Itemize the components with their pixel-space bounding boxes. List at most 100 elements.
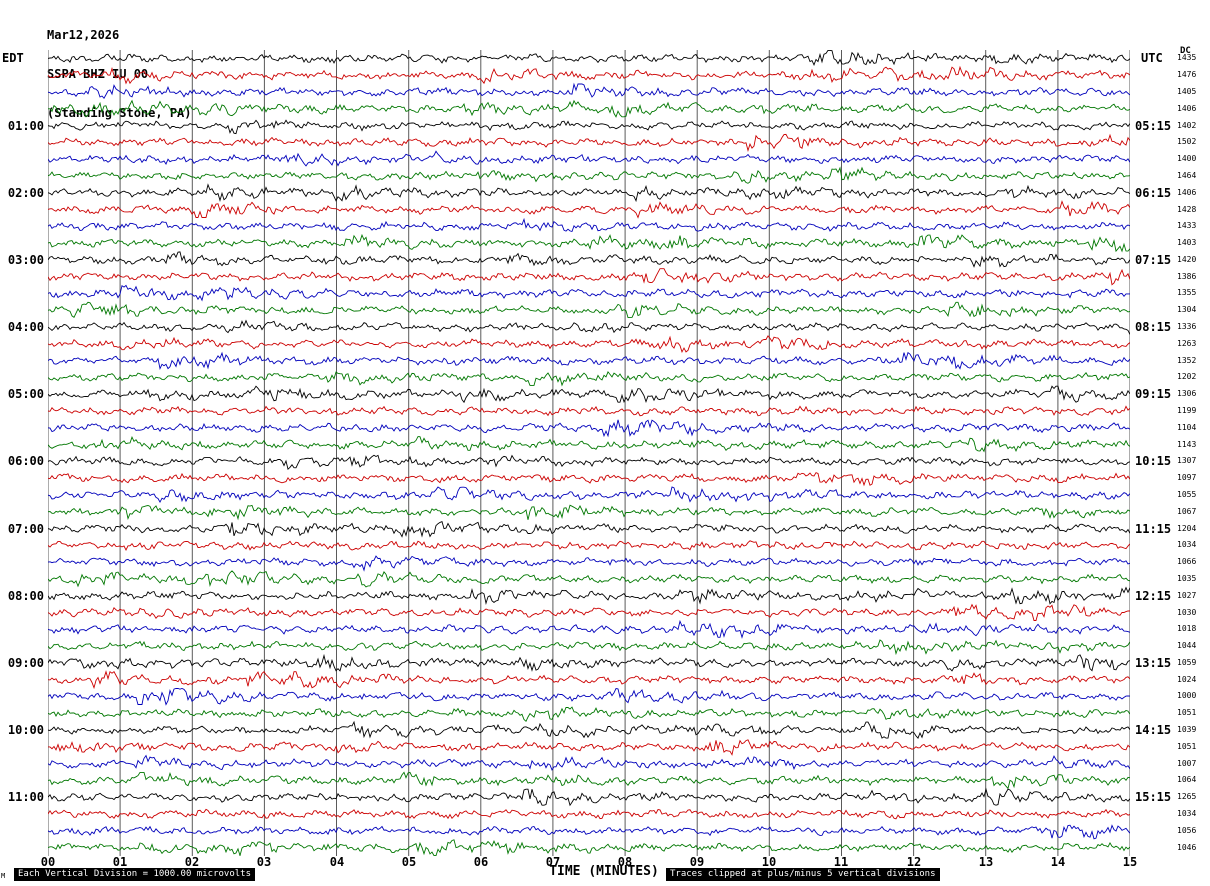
x-tick-label: 00: [40, 855, 56, 869]
trace-row: [48, 351, 1130, 371]
x-tick-label: 14: [1050, 855, 1066, 869]
helicorder-plot: [48, 50, 1130, 856]
trace-row: [48, 586, 1130, 605]
dc-offset-value: 1067: [1177, 507, 1197, 516]
dc-offset-value: 1066: [1177, 557, 1197, 566]
trace-row: [48, 570, 1130, 588]
edt-hour-label: 08:00: [7, 589, 44, 603]
trace-row: [48, 371, 1130, 387]
dc-offset-value: 1051: [1177, 742, 1197, 751]
utc-hour-label: 07:15: [1135, 253, 1172, 267]
dc-offset-value: 1265: [1177, 792, 1197, 801]
trace-row: [48, 319, 1130, 335]
dc-offset-value: 1304: [1177, 305, 1197, 314]
trace-row: [48, 720, 1130, 739]
x-tick-label: 03: [256, 855, 272, 869]
trace-row: [48, 540, 1130, 552]
x-axis-title: TIME (MINUTES): [549, 864, 659, 879]
dc-offset-value: 1386: [1177, 272, 1197, 281]
utc-hour-label: 15:15: [1135, 790, 1172, 804]
x-tick-label: 07: [545, 855, 561, 869]
dc-offset-value: 1428: [1177, 205, 1197, 214]
vertical-division-note: Each Vertical Division = 1000.00 microvo…: [14, 868, 255, 881]
left-axis-label: EDT: [2, 51, 24, 65]
trace-row: [48, 50, 1130, 66]
trace-row: [48, 200, 1130, 219]
trace-row: [48, 301, 1130, 319]
trace-row: [48, 268, 1130, 286]
utc-hour-label: 06:15: [1135, 186, 1172, 200]
plot-header: Mar12,2026 SSPA BHZ IU 00 (Standing Ston…: [47, 3, 192, 146]
utc-hour-label: 08:15: [1135, 320, 1172, 334]
utc-hour-label: 12:15: [1135, 589, 1172, 603]
dc-offset-value: 1352: [1177, 356, 1197, 365]
trace-row: [48, 166, 1130, 184]
dc-offset-value: 1202: [1177, 372, 1197, 381]
trace-row: [48, 65, 1130, 85]
dc-offset-value: 1204: [1177, 524, 1197, 533]
dc-offset-value: 1263: [1177, 339, 1197, 348]
trace-row: [48, 99, 1130, 118]
dc-offset-value: 1400: [1177, 154, 1197, 163]
dc-offset-value: 1104: [1177, 423, 1197, 432]
trace-row: [48, 419, 1130, 438]
dc-offset-value: 1007: [1177, 759, 1197, 768]
dc-column-label: DC: [1180, 46, 1191, 56]
trace-row: [48, 754, 1130, 771]
dc-offset-value: 1355: [1177, 288, 1197, 297]
dc-offset-value: 1039: [1177, 725, 1197, 734]
trace-row: [48, 687, 1130, 706]
dc-offset-value: 1433: [1177, 221, 1197, 230]
minute-gridlines: [48, 50, 1130, 856]
x-tick-label: 06: [473, 855, 489, 869]
edt-hour-label: 02:00: [7, 186, 44, 200]
x-tick-label: 12: [906, 855, 922, 869]
trace-row: [48, 335, 1130, 354]
x-tick-label: 15: [1122, 855, 1138, 869]
edt-hour-label: 06:00: [7, 454, 44, 468]
edt-hour-label: 05:00: [7, 387, 44, 401]
trace-row: [48, 653, 1130, 672]
edt-hour-label: 07:00: [7, 522, 44, 536]
right-axis-label: UTC: [1141, 51, 1163, 65]
dc-offset-value: 1034: [1177, 540, 1197, 549]
dc-offset-value: 1405: [1177, 87, 1197, 96]
utc-hour-label: 14:15: [1135, 723, 1172, 737]
dc-offset-value: 1056: [1177, 826, 1197, 835]
x-tick-label: 11: [833, 855, 849, 869]
dc-offset-value: 1402: [1177, 121, 1197, 130]
dc-offset-value: 1035: [1177, 574, 1197, 583]
dc-offset-value: 1097: [1177, 473, 1197, 482]
header-date: Mar12,2026: [47, 28, 120, 42]
dc-offset-value: 1051: [1177, 708, 1197, 717]
trace-row: [48, 251, 1130, 268]
x-tick-label: 13: [978, 855, 994, 869]
dc-offset-value: 1435: [1177, 53, 1197, 62]
dc-offset-value: 1044: [1177, 641, 1197, 650]
trace-row: [48, 771, 1130, 790]
trace-row: [48, 603, 1130, 621]
trace-row: [48, 486, 1130, 504]
trace-row: [48, 119, 1130, 135]
dc-offset-value: 1406: [1177, 188, 1197, 197]
x-tick-label: 02: [184, 855, 200, 869]
dc-offset-value: 1027: [1177, 591, 1197, 600]
x-tick-label: 01: [112, 855, 128, 869]
trace-row: [48, 520, 1130, 538]
trace-row: [48, 839, 1130, 856]
utc-hour-label: 05:15: [1135, 119, 1172, 133]
trace-row: [48, 133, 1130, 153]
clipping-note: Traces clipped at plus/minus 5 vertical …: [666, 868, 940, 881]
trace-row: [48, 808, 1130, 820]
trace-row: [48, 555, 1130, 572]
trace-row: [48, 472, 1130, 487]
trace-row: [48, 504, 1130, 521]
utc-hour-label: 09:15: [1135, 387, 1172, 401]
dc-offset-value: 1403: [1177, 238, 1197, 247]
edt-hour-label: 09:00: [7, 656, 44, 670]
trace-row: [48, 824, 1130, 840]
edt-hour-label: 04:00: [7, 320, 44, 334]
dc-offset-value: 1143: [1177, 440, 1197, 449]
dc-offset-value: 1046: [1177, 843, 1197, 852]
